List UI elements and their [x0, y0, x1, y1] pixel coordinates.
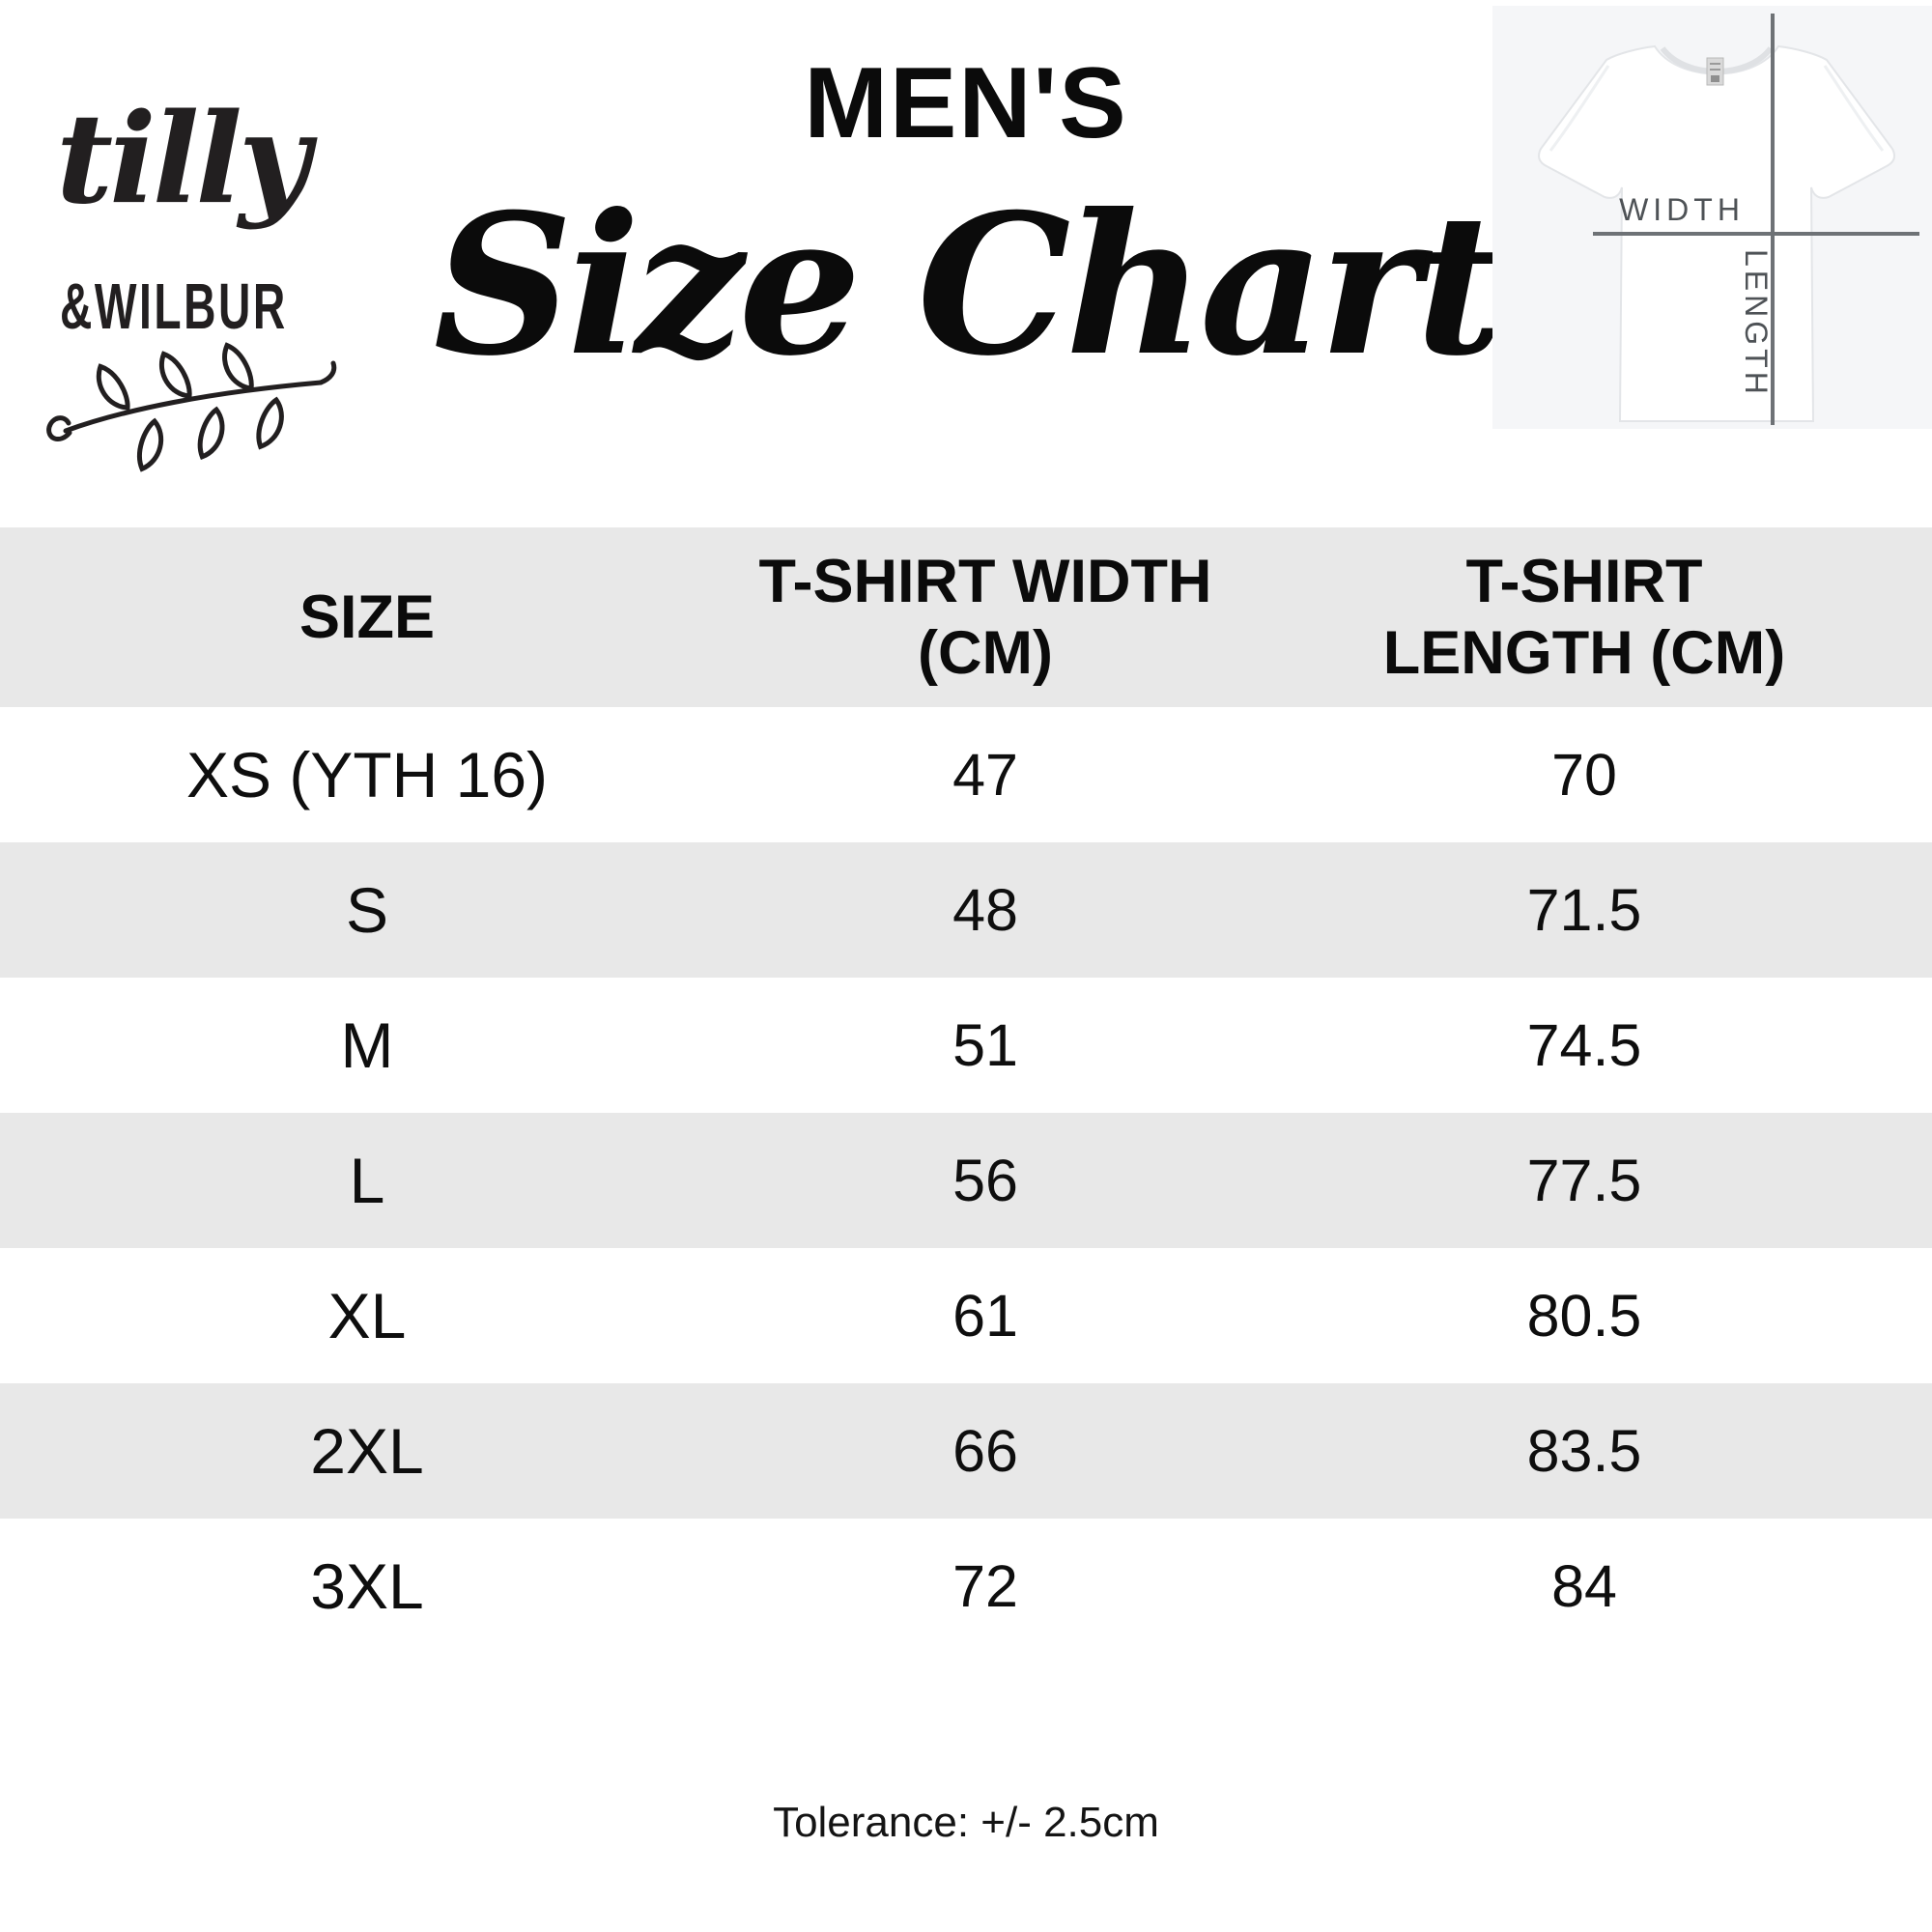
width-cell: 48	[952, 877, 1018, 943]
column-header-length: T-SHIRT LENGTH (CM)	[1382, 547, 1786, 687]
length-cell: 80.5	[1526, 1283, 1642, 1349]
tolerance-note: Tolerance: +/- 2.5cm	[773, 1799, 1159, 1846]
width-cell: 56	[952, 1148, 1018, 1213]
size-cell: M	[340, 1009, 394, 1081]
length-cell: 74.5	[1526, 1012, 1642, 1078]
size-cell: 3XL	[310, 1550, 424, 1622]
length-cell: 84	[1551, 1553, 1617, 1619]
table-header-row: SIZE T-SHIRT WIDTH (CM) T-SHIRT LENGTH (…	[0, 527, 1932, 707]
column-header-size: SIZE	[298, 582, 436, 651]
brand-logo: tilly &WILBUR	[46, 68, 375, 473]
tshirt-diagram: WIDTH LENGTH	[1538, 14, 1919, 425]
table-row: 3XL 72 84	[0, 1519, 1932, 1654]
width-label: WIDTH	[1619, 192, 1745, 227]
width-cell: 72	[952, 1553, 1018, 1619]
width-cell: 51	[952, 1012, 1018, 1078]
length-cell: 70	[1551, 742, 1617, 808]
laurel-branch-icon	[46, 342, 337, 472]
neck-label-tag	[1706, 57, 1724, 86]
sleeve-crease	[1823, 65, 1885, 152]
width-cell: 47	[952, 742, 1018, 808]
table-row: 2XL 66 83.5	[0, 1383, 1932, 1519]
length-cell: 77.5	[1526, 1148, 1642, 1213]
size-cell: XL	[327, 1280, 407, 1351]
table-row: XS (YTH 16) 47 70	[0, 707, 1932, 842]
table-row: L 56 77.5	[0, 1113, 1932, 1248]
length-cell: 71.5	[1526, 877, 1642, 943]
length-cell: 83.5	[1526, 1418, 1642, 1484]
brand-name-script: tilly	[56, 87, 310, 232]
width-cell: 66	[952, 1418, 1018, 1484]
table-body: XS (YTH 16) 47 70 S 48 71.5 M 51 74.5 L …	[0, 707, 1932, 1654]
table-row: M 51 74.5	[0, 978, 1932, 1113]
category-heading: MEN'S	[804, 47, 1128, 159]
table-row: S 48 71.5	[0, 842, 1932, 978]
size-cell: XS (YTH 16)	[185, 739, 549, 810]
sleeve-crease	[1548, 65, 1610, 152]
table-row: XL 61 80.5	[0, 1248, 1932, 1383]
size-cell: S	[345, 874, 389, 946]
width-cell: 61	[952, 1283, 1018, 1349]
brand-name-caps: &WILBUR	[60, 270, 288, 343]
tshirt-measure-photo: WIDTH LENGTH	[1492, 6, 1932, 429]
page-title: Size Chart	[433, 172, 1505, 399]
size-cell: L	[349, 1145, 385, 1216]
size-cell: 2XL	[310, 1415, 424, 1487]
length-label: LENGTH	[1739, 249, 1774, 398]
size-table: SIZE T-SHIRT WIDTH (CM) T-SHIRT LENGTH (…	[0, 527, 1932, 1654]
column-header-width: T-SHIRT WIDTH (CM)	[758, 547, 1212, 687]
